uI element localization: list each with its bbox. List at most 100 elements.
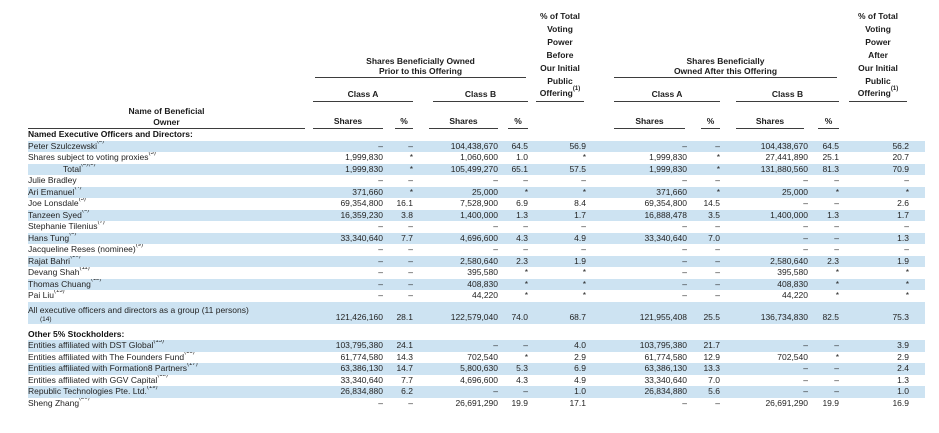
value-cell: * (905, 290, 909, 300)
value-cell: – (682, 175, 687, 185)
value-cell: 1,999,830 (586, 163, 687, 175)
value-cell: 16.9 (892, 397, 909, 408)
value-cell: 2,580,640 (413, 255, 498, 267)
value-cell: – (493, 244, 498, 254)
value-cell: 1.7 (839, 209, 909, 221)
value-cell: 1.0 (839, 386, 909, 398)
value-cell: 25,000 (720, 186, 808, 198)
right-pad-column (909, 6, 925, 129)
value-cell: – (803, 175, 808, 185)
value-cell: 74.0 (498, 301, 528, 324)
value-cell: * (905, 267, 909, 277)
value-cell: 25.5 (687, 301, 720, 324)
value-cell: – (523, 175, 528, 185)
value-cell: 1,999,830 (345, 152, 383, 162)
value-cell: 1,999,830 (305, 163, 383, 175)
value-cell: 4.9 (574, 374, 586, 385)
value-cell: 7,528,900 (460, 198, 498, 208)
table-row: Devang Shah(11) – – 395,580 * * – – 395,580 * * (28, 267, 925, 279)
table-row: Rajat Bahri(10) – –2,580,640 2.3 1.9– –2,580,… (28, 255, 925, 267)
row-pad-cell (909, 386, 925, 398)
value-cell: 3.8 (383, 209, 413, 221)
value-cell: 7.7 (401, 374, 413, 385)
name-column-header: Name of Beneficial Owner (28, 6, 305, 129)
footnote-ref: (1) (572, 86, 581, 93)
value-cell: 26,834,880 (305, 386, 383, 398)
value-cell: 64.5 (498, 140, 528, 152)
table-row: Tanzeen Syed(6) 16,359,230 3.8 1,400,000 1.3… (28, 209, 925, 221)
value-cell: – (586, 255, 687, 267)
header-class-row: Class A Class B Class A Class B (28, 78, 925, 102)
footnote-ref: (12) (90, 278, 102, 283)
value-cell: 63,386,130 (586, 363, 687, 375)
value-cell: 21.7 (687, 340, 720, 352)
value-cell: – (378, 397, 383, 408)
value-cell: 16.1 (396, 198, 413, 208)
table-row: All executive officers and directors as … (28, 301, 925, 324)
value-cell: – (378, 244, 383, 254)
value-cell: – (581, 221, 586, 231)
header-columns-row: Shares % Shares % Shares % Shares % (28, 102, 925, 129)
value-cell: 1,060,600 (460, 152, 498, 162)
value-cell: 25.1 (822, 152, 839, 162)
owner-name-cell: Ari Emanuel(4) (28, 186, 305, 198)
value-cell: 44,220 (472, 290, 498, 300)
owner-name-cell: Sheng Zhang(20) (28, 398, 305, 410)
value-cell: – (720, 363, 808, 375)
value-cell: – (408, 290, 413, 300)
value-cell: * (835, 290, 839, 300)
row-pad-cell (909, 163, 925, 175)
value-cell: * (835, 351, 839, 362)
value-cell: – (803, 374, 808, 385)
value-cell: – (493, 175, 498, 185)
row-pad-cell (909, 221, 925, 233)
value-cell: 1.3 (498, 209, 528, 221)
value-cell: 25,000 (413, 186, 498, 198)
value-cell: 33,340,640 (340, 374, 383, 385)
footnote-ref: (4) (74, 186, 82, 191)
owner-name-cell: Total(2)(3) (28, 163, 305, 175)
value-cell: – (834, 244, 839, 254)
value-cell: – (808, 386, 839, 398)
owner-name-cell: Thomas Chuang(12) (28, 278, 305, 290)
owner-name-cell: Devang Shah(11) (28, 267, 305, 279)
footnote-ref: (13) (54, 290, 65, 294)
owner-name-cell: Shares subject to voting proxies(3) (28, 152, 305, 164)
owner-name-cell: Entities affiliated with The Founders Fu… (28, 352, 305, 364)
value-cell: 4.3 (498, 232, 528, 244)
value-cell: 61,774,580 (340, 351, 383, 362)
value-cell: 104,438,670 (413, 140, 498, 152)
value-cell: 4,696,600 (460, 374, 498, 385)
value-cell: 3.5 (687, 209, 720, 221)
value-cell: 103,795,380 (586, 340, 687, 352)
value-cell: – (687, 255, 720, 267)
value-cell: 371,660 (586, 186, 687, 198)
value-cell: 68.7 (528, 301, 586, 324)
value-cell: 69,354,800 (340, 198, 383, 208)
row-pad-cell (909, 140, 925, 152)
owner-name-cell: Entities affiliated with GGV Capital(18) (28, 375, 305, 387)
value-cell: – (523, 244, 528, 254)
value-cell: – (408, 267, 413, 277)
value-cell: * (498, 278, 528, 290)
value-cell: 4.3 (516, 374, 528, 385)
value-cell: – (803, 221, 808, 231)
value-cell: 408,830 (720, 278, 808, 290)
value-cell: 6.9 (528, 363, 586, 375)
row-pad-cell (909, 290, 925, 302)
value-cell: * (383, 186, 413, 198)
owner-name-cell: Julie Bradley (28, 175, 77, 185)
value-cell: 82.5 (808, 301, 839, 324)
value-cell: * (839, 186, 909, 198)
footnote-ref: (17) (187, 363, 198, 367)
value-cell: 28.1 (383, 301, 413, 324)
value-cell: – (715, 221, 720, 231)
value-cell: 395,580 (777, 267, 808, 277)
value-cell: – (687, 278, 720, 290)
shares-column-header: Shares (305, 102, 383, 129)
value-cell: – (581, 244, 586, 254)
owner-name-cell: Tanzeen Syed(6) (28, 209, 305, 221)
value-cell: 1.3 (808, 209, 839, 221)
table-row: Pai Liu(13) – – 44,220 * * – – 44,220 * * (28, 290, 925, 302)
header-group-row: Name of Beneficial Owner Shares Benefici… (28, 6, 925, 129)
